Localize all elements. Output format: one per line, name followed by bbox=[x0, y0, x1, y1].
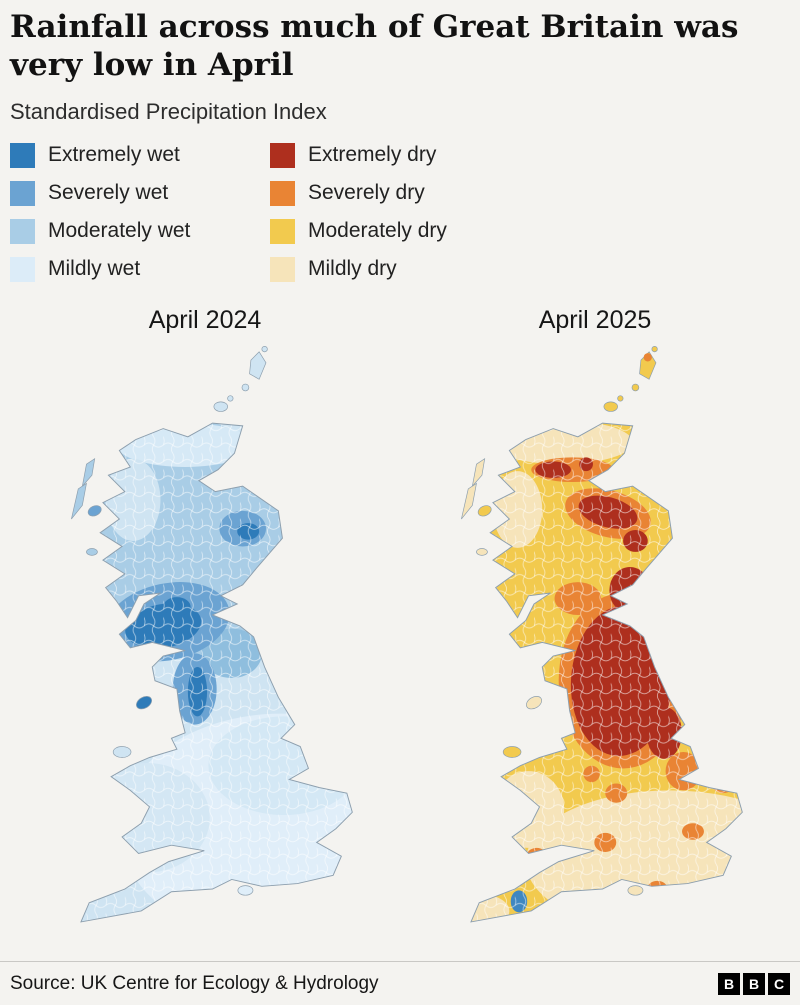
legend-item-severely-dry: Severely dry bbox=[270, 180, 447, 206]
bbc-logo-block-b2: B bbox=[743, 972, 765, 995]
map-title-2024: April 2024 bbox=[148, 305, 262, 334]
map-april-2024: April 2024 bbox=[10, 306, 400, 937]
catchment-shading-wet bbox=[80, 422, 353, 922]
legend-dry-column: Extremely dry Severely dry Moderately dr… bbox=[270, 142, 447, 282]
footer: Source: UK Centre for Ecology & Hydrolog… bbox=[0, 961, 800, 1005]
legend-label: Extremely dry bbox=[308, 143, 437, 167]
bbc-logo: B B C bbox=[718, 972, 790, 995]
legend-swatch bbox=[270, 256, 295, 282]
legend-item-mildly-dry: Mildly dry bbox=[270, 256, 447, 282]
legend-label: Mildly dry bbox=[308, 257, 397, 281]
subtitle: Standardised Precipitation Index bbox=[10, 98, 327, 124]
map-title-2025: April 2025 bbox=[538, 305, 652, 334]
bbc-logo-block-c: C bbox=[768, 972, 790, 995]
legend-label: Severely wet bbox=[48, 181, 169, 205]
legend-item-extremely-wet: Extremely wet bbox=[10, 142, 270, 168]
islands bbox=[461, 345, 658, 896]
legend-wet-column: Extremely wet Severely wet Moderately we… bbox=[10, 142, 270, 282]
bbc-logo-block-b1: B bbox=[718, 972, 740, 995]
legend: Extremely wet Severely wet Moderately we… bbox=[10, 142, 790, 282]
legend-item-mildly-wet: Mildly wet bbox=[10, 256, 270, 282]
map-april-2025: April 2025 bbox=[400, 306, 790, 937]
legend-swatch bbox=[10, 180, 35, 206]
maps-container: April 2024 bbox=[10, 306, 790, 937]
legend-swatch bbox=[10, 218, 35, 244]
coastline bbox=[470, 422, 743, 923]
islands bbox=[71, 345, 268, 896]
page-title: Rainfall across much of Great Britain wa… bbox=[10, 9, 739, 84]
legend-item-extremely-dry: Extremely dry bbox=[270, 142, 447, 168]
catchment-shading-dry bbox=[470, 422, 743, 922]
legend-item-moderately-wet: Moderately wet bbox=[10, 218, 270, 244]
legend-swatch bbox=[270, 142, 295, 168]
legend-swatch bbox=[270, 218, 295, 244]
choropleth-map-2024 bbox=[71, 345, 353, 923]
legend-label: Moderately dry bbox=[308, 219, 447, 243]
legend-swatch bbox=[270, 180, 295, 206]
legend-swatch bbox=[10, 142, 35, 168]
legend-label: Extremely wet bbox=[48, 143, 180, 167]
legend-label: Severely dry bbox=[308, 181, 425, 205]
legend-swatch bbox=[10, 256, 35, 282]
source-attribution: Source: UK Centre for Ecology & Hydrolog… bbox=[10, 972, 379, 994]
coastline bbox=[80, 422, 353, 923]
legend-item-moderately-dry: Moderately dry bbox=[270, 218, 447, 244]
choropleth-map-2025 bbox=[461, 345, 743, 923]
legend-label: Mildly wet bbox=[48, 257, 141, 281]
legend-item-severely-wet: Severely wet bbox=[10, 180, 270, 206]
legend-label: Moderately wet bbox=[48, 219, 191, 243]
